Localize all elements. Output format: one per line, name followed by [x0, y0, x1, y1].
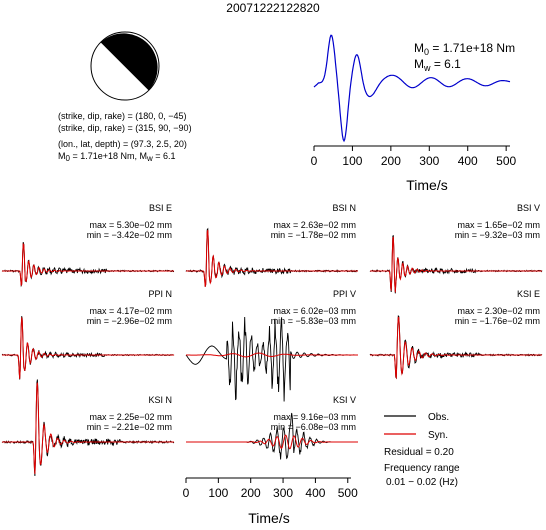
- bottom-tick-label-500: 500: [338, 486, 358, 500]
- bottom-tick-label-200: 200: [241, 486, 261, 500]
- station-max: max = 1.65e−02 mm: [457, 220, 540, 230]
- bottom-tick-label-300: 300: [273, 486, 293, 500]
- synthetic-trace: [186, 352, 358, 358]
- mechanism-line-3: (lon., lat, depth) = (97.3, 2.5, 20): [58, 139, 187, 149]
- station-name: KSI V: [333, 395, 356, 405]
- synthetic-trace: [370, 316, 542, 380]
- bottom-tick-label-100: 100: [208, 486, 228, 500]
- station-name: PPI V: [333, 289, 356, 299]
- bottom-time-axis: 0 100 200 300 400 500 Time/s: [183, 477, 358, 526]
- station-max: max = 9.16e−03 mm: [273, 412, 356, 422]
- station-min: min = −2.96e−02 mm: [87, 316, 172, 326]
- frequency-title: Frequency range: [384, 463, 460, 474]
- frequency-range: 0.01 − 0.02 (Hz): [386, 477, 458, 488]
- station-min: min = −6.08e−03 mm: [271, 422, 356, 432]
- station-min: min = −5.83e−03 mm: [271, 316, 356, 326]
- station-max: max = 2.25e−02 mm: [89, 412, 172, 422]
- stf-tick-label-200: 200: [381, 154, 401, 168]
- legend: Obs. Syn. Residual = 0.20 Frequency rang…: [384, 412, 460, 488]
- station-min: min = −9.32e−03 mm: [455, 230, 540, 240]
- station-name: KSI E: [517, 289, 540, 299]
- focal-mechanism-beachball: [90, 31, 160, 101]
- observed-trace: [185, 316, 358, 402]
- stf-tick-label-300: 300: [419, 154, 439, 168]
- station-name: BSI E: [149, 203, 172, 213]
- stf-x-ticks: 0 100 200 300 400 500: [311, 146, 516, 168]
- station-max: max = 5.30e−02 mm: [89, 220, 172, 230]
- station-min: min = −1.76e−02 mm: [455, 316, 540, 326]
- station-min: min = −3.42e−02 mm: [87, 230, 172, 240]
- mechanism-line-4: M0 = 1.71e+18 Nm, Mw = 6.1: [58, 151, 176, 163]
- synthetic-trace: [2, 242, 174, 286]
- bottom-xlabel: Time/s: [248, 510, 289, 526]
- station-max: max = 4.17e−02 mm: [89, 306, 172, 316]
- synthetic-trace: [186, 434, 358, 450]
- residual-text: Residual = 0.20: [384, 447, 454, 458]
- mechanism-line-2: (strike, dip, rake) = (315, 90, −90): [58, 123, 192, 133]
- stf-xlabel: Time/s: [406, 177, 447, 193]
- station-name: BSI N: [332, 203, 356, 213]
- stf-tick-label-500: 500: [496, 154, 516, 168]
- station-name: BSI V: [517, 203, 540, 213]
- stf-tick-label-0: 0: [311, 154, 318, 168]
- stf-tick-label-100: 100: [342, 154, 362, 168]
- station-min: min = −1.78e−02 mm: [271, 230, 356, 240]
- station-max: max = 2.63e−02 mm: [273, 220, 356, 230]
- station-min: min = −2.21e−02 mm: [87, 422, 172, 432]
- bottom-tick-label-0: 0: [183, 486, 190, 500]
- synthetic-trace: [186, 229, 358, 287]
- station-name: PPI N: [148, 289, 172, 299]
- station-name: KSI N: [148, 395, 172, 405]
- stf-mw-label: Mw = 6.1: [414, 57, 461, 73]
- bottom-tick-label-400: 400: [305, 486, 325, 500]
- stf-m0-label: M0 = 1.71e+18 Nm: [414, 41, 515, 57]
- station-max: max = 6.02e−03 mm: [273, 306, 356, 316]
- source-time-function-plot: 0 100 200 300 400 500 Time/s M0 = 1.71e+18 Nm…: [311, 34, 516, 193]
- stf-waveform: [313, 34, 511, 143]
- legend-syn-label: Syn.: [428, 430, 448, 441]
- legend-obs-label: Obs.: [428, 412, 449, 423]
- synthetic-trace: [370, 236, 542, 293]
- bottom-x-ticks: 0 100 200 300 400 500: [183, 478, 358, 500]
- synthetic-trace: [2, 382, 174, 475]
- stf-tick-label-400: 400: [458, 154, 478, 168]
- station-max: max = 2.30e−02 mm: [457, 306, 540, 316]
- synthetic-trace: [2, 317, 174, 379]
- mechanism-line-1: (strike, dip, rake) = (180, 0, −45): [58, 111, 187, 121]
- figure-title: 20071222122820: [226, 1, 320, 15]
